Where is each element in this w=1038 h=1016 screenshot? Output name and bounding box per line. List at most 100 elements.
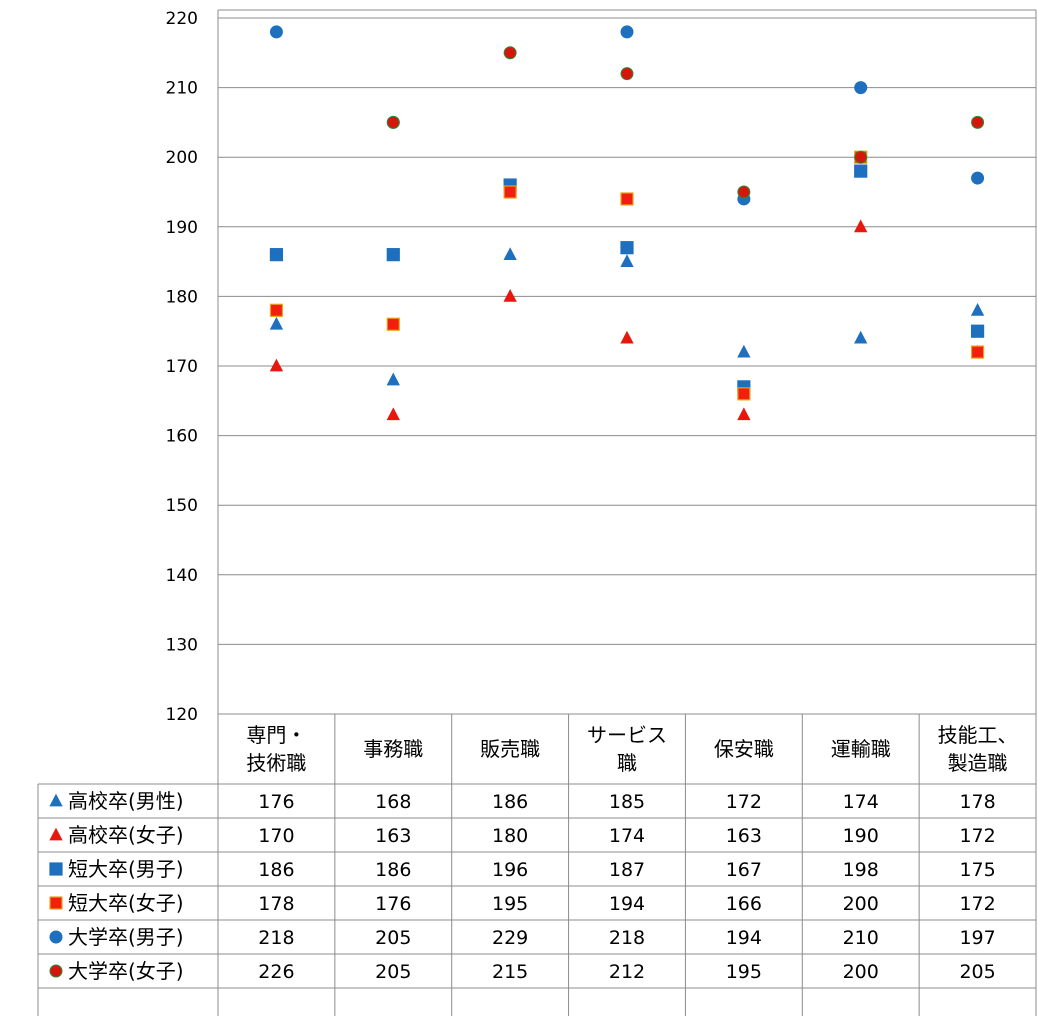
legend-key [49,827,63,841]
legend-key [49,793,63,807]
x-category-label: 販売職 [480,737,540,761]
data-point [854,150,868,164]
table-cell-value: 205 [375,927,411,949]
y-tick-label: 150 [166,496,198,516]
data-point [737,407,751,421]
data-points [269,25,985,421]
table-cell-value: 218 [258,927,294,949]
gridlines [217,9,1037,1016]
data-point [620,254,634,268]
table-cell-value: 218 [609,927,645,949]
data-point [386,372,400,386]
table-cell-value: 186 [258,859,294,881]
table-cell-value: 163 [375,825,411,847]
legend-key [49,862,63,876]
y-tick-label: 180 [166,287,198,307]
table-cell-value: 180 [492,825,528,847]
data-point [503,185,517,199]
x-category-label: 専門・ [246,723,306,747]
table-cell-value: 163 [726,825,762,847]
data-point [970,302,985,316]
y-tick-label: 220 [166,9,198,29]
table-cell-value: 187 [609,859,645,881]
legend-key [49,896,63,910]
data-point [620,67,634,81]
data-point [854,164,868,178]
x-category-label: 技能工、 [938,723,1018,747]
table-cell-value: 190 [843,825,879,847]
data-point [854,330,868,344]
table-cell-value: 172 [959,825,995,847]
table-cell-value: 185 [609,791,645,813]
y-axis: 120 130 140 150 160 170 180 190 200 210 220 [166,9,198,725]
data-point [503,289,517,302]
table-cell-value: 226 [258,961,294,983]
y-tick-label: 210 [166,79,198,99]
x-category-label: サービス [587,723,667,747]
table-cell-value: 198 [843,859,879,881]
data-point [269,303,284,317]
data-point [386,248,400,262]
legend-key [49,964,63,978]
table-cell-value: 174 [843,791,879,813]
data-point [620,192,634,206]
data-point [737,344,751,358]
legend-label: 高校卒(女子) [68,823,184,847]
data-point [620,25,634,39]
legend-label: 短大卒(男子) [68,857,184,881]
y-tick-label: 190 [166,218,198,238]
table-cell-value: 229 [492,927,528,949]
data-point [620,330,634,344]
legend-label: 短大卒(女子) [68,891,184,915]
data-point [503,247,517,261]
data-point [854,219,868,233]
x-category-label: 保安職 [714,737,774,761]
x-category-label: 事務職 [363,737,423,761]
table-cell-value: 212 [609,961,645,983]
table-cell-value: 172 [726,791,762,813]
table-cell-value: 205 [375,961,411,983]
table-cell-value: 196 [492,859,528,881]
data-point [971,115,985,129]
data-point [737,387,751,401]
x-category-label: 運輸職 [831,737,891,761]
table-cell-value: 178 [959,791,995,813]
table-cell-value: 205 [959,961,995,983]
table-cell-value: 186 [492,791,528,813]
y-tick-label: 140 [166,566,198,586]
legend-label: 大学卒(女子) [68,959,184,983]
data-point [971,171,985,185]
table-cell-value: 170 [258,825,294,847]
table-cell-value: 172 [959,893,995,915]
data-point [737,185,751,199]
table-cell-value: 194 [726,927,762,949]
data-point [269,25,283,39]
table-cell-value: 178 [258,893,294,915]
data-point [854,81,868,95]
table-cell-value: 200 [843,893,879,915]
legend-label: 大学卒(男子) [68,925,184,949]
data-point [620,241,634,255]
table-cell-value: 200 [843,961,879,983]
y-tick-label: 120 [166,705,198,725]
data-point [269,316,284,330]
data-point [386,317,400,331]
y-tick-label: 170 [166,357,198,377]
y-tick-label: 200 [166,148,198,168]
legend-key [49,930,63,944]
table-cell-value: 166 [726,893,762,915]
table-cell-value: 215 [492,961,528,983]
table-cell-value: 168 [375,791,411,813]
table-cell-value: 210 [843,927,879,949]
table-cell-value: 174 [609,825,645,847]
data-point [386,407,400,421]
table-cell-value: 167 [726,859,762,881]
table-cell-value: 195 [726,961,762,983]
table-cell-value: 194 [609,893,645,915]
table-cell-value: 197 [959,927,995,949]
legend-label: 高校卒(男性) [68,789,184,813]
y-tick-label: 160 [166,427,198,447]
table-cell-value: 175 [959,859,995,881]
